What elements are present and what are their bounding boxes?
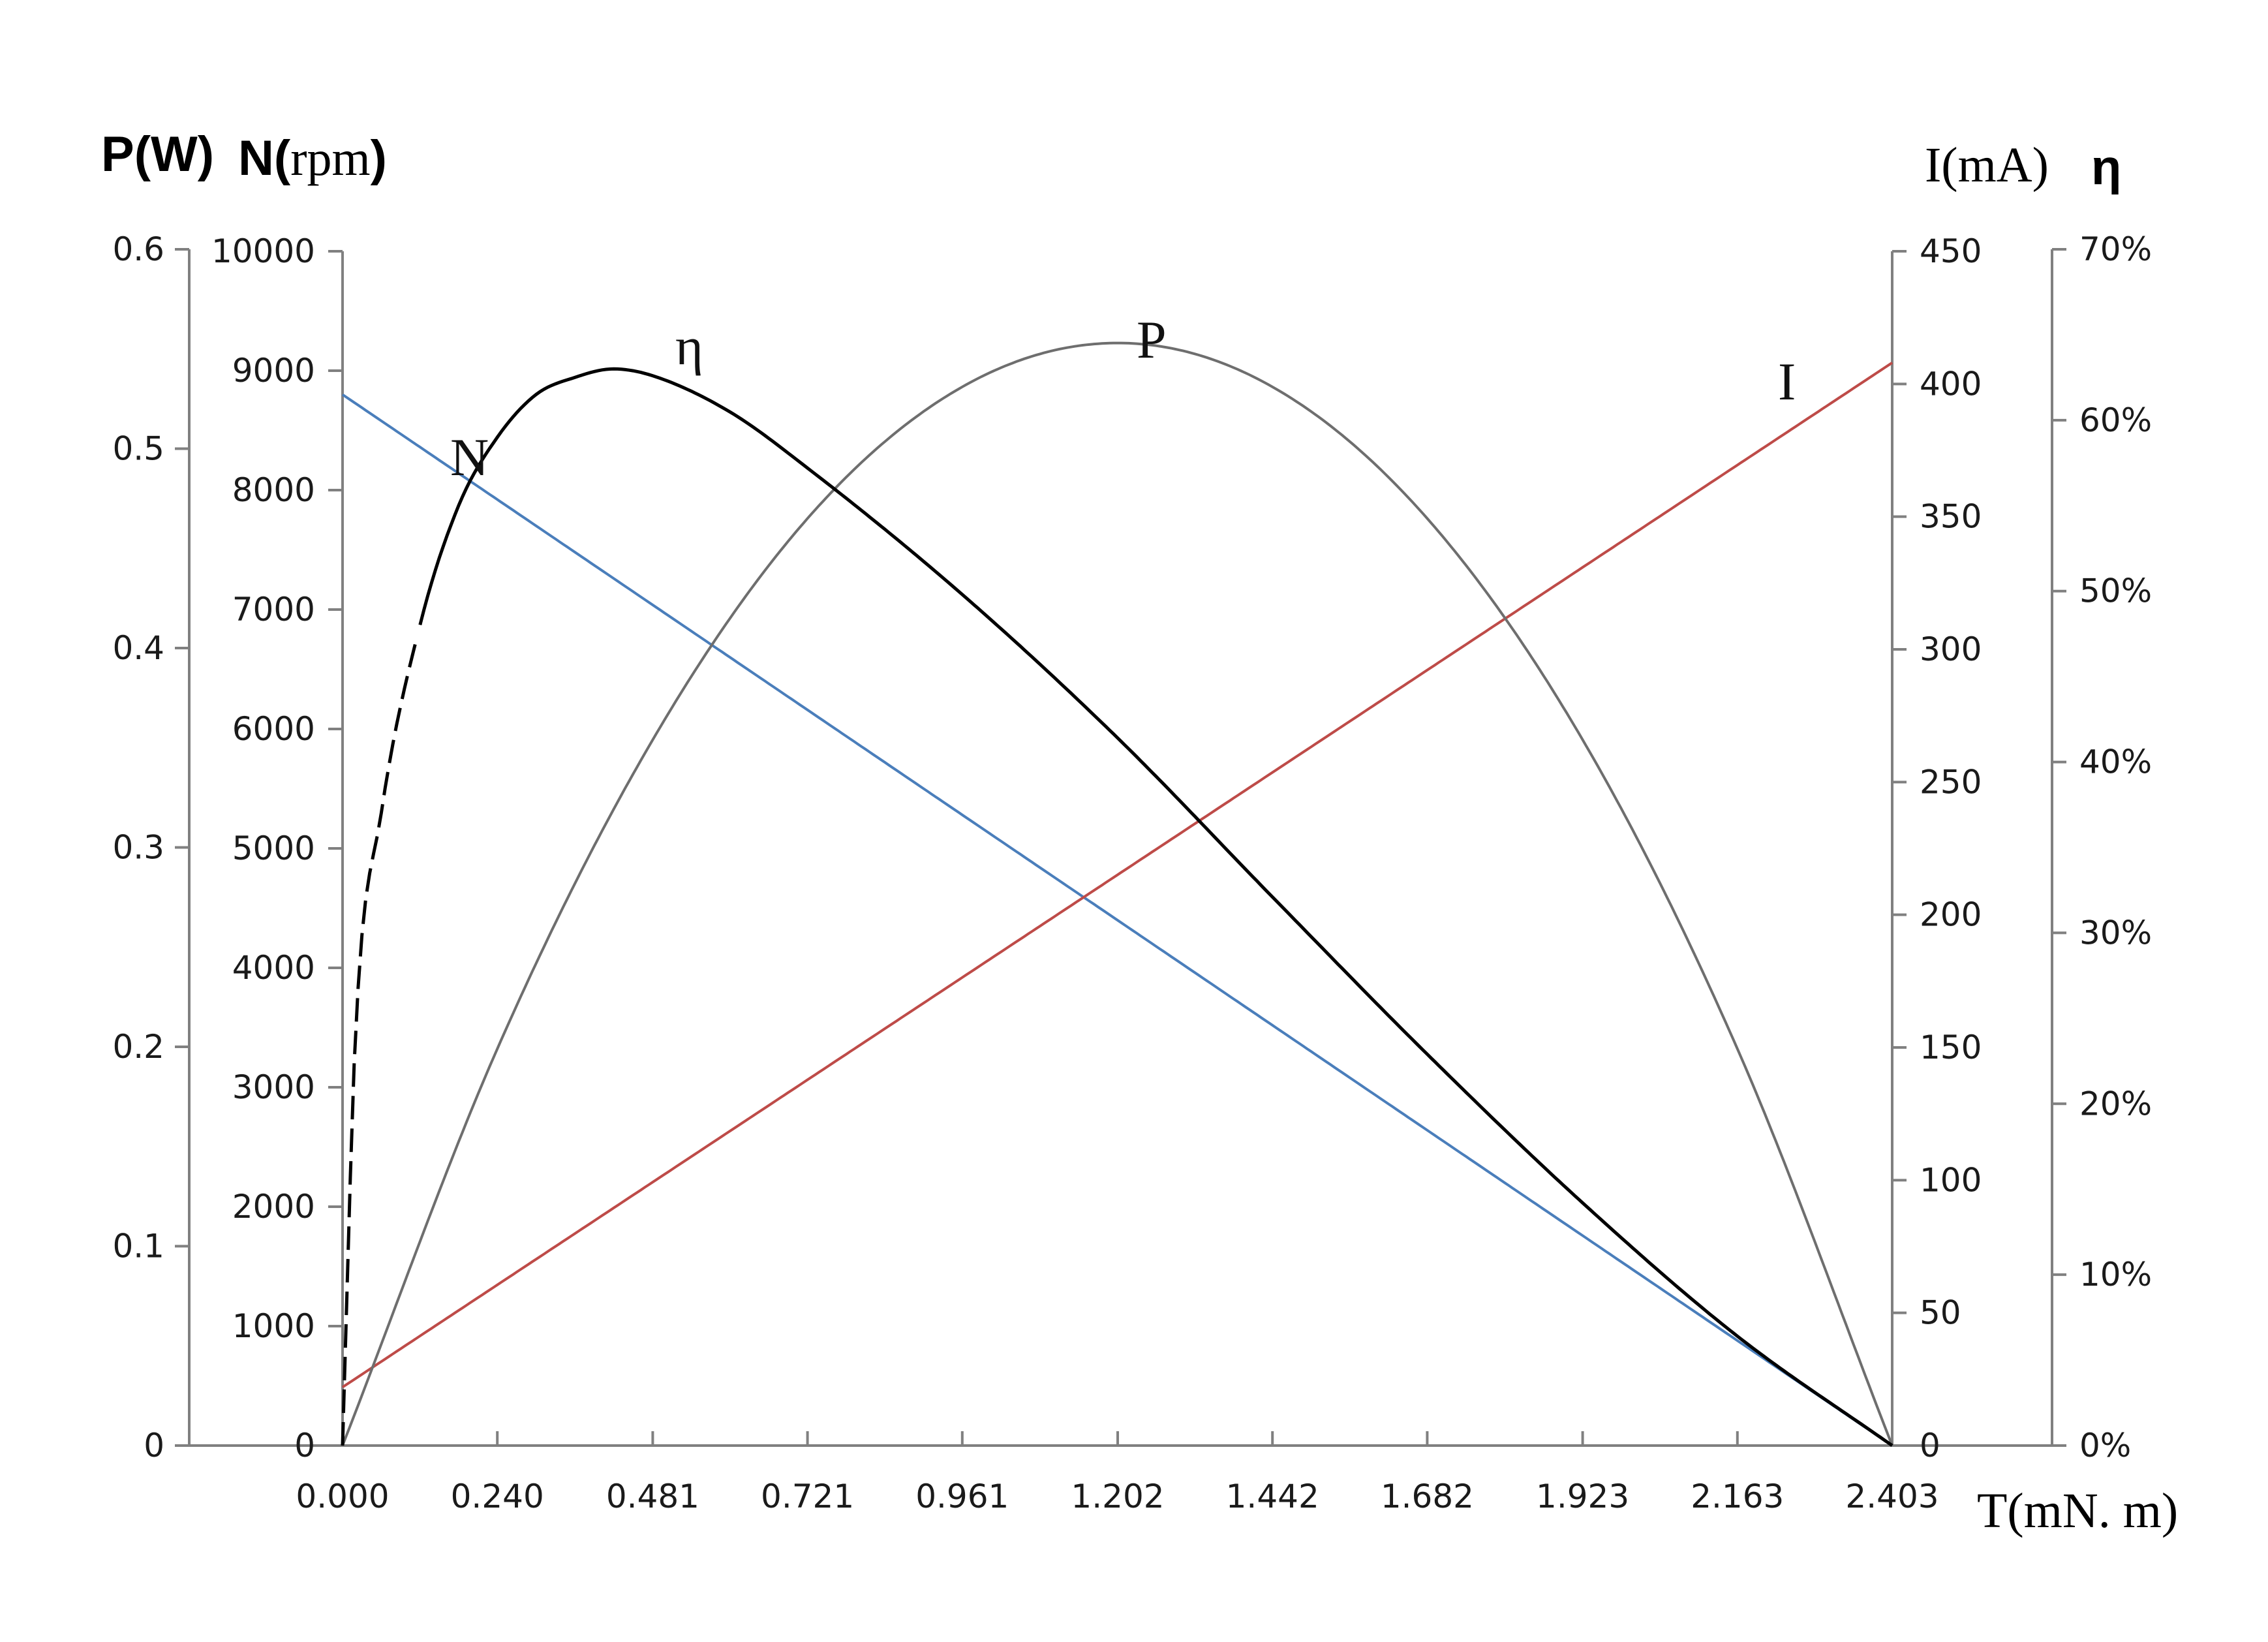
power-curve-label: P [1137,310,1167,369]
x-tick-label: 1.682 [1381,1478,1474,1515]
speed-tick-label: 3000 [232,1068,315,1106]
power-tick-label: 0.3 [112,829,164,867]
speed-axis-title: N(rpm) [238,131,387,186]
x-tick-label: 1.442 [1226,1478,1319,1515]
power-tick-label: 0.6 [112,230,164,268]
efficiency-tick-label: 40% [2079,743,2152,781]
speed-tick-label: 1000 [232,1307,315,1345]
efficiency-tick-label: 60% [2079,401,2152,439]
current-tick-label: 0 [1920,1427,1940,1464]
current-tick-label: 150 [1920,1029,1982,1066]
current-tick-label: 250 [1920,763,1982,801]
current-tick-label: 200 [1920,896,1982,934]
current-axis-title: I(mA) [1925,138,2049,193]
power-axis-title: P(W) [101,127,214,182]
speed-tick-label: 9000 [232,352,315,390]
speed-tick-label: 5000 [232,829,315,867]
efficiency-curve-dashed [341,640,418,1446]
x-tick-label: 0.000 [296,1478,389,1515]
torque-axis-title: T(mN. m) [1977,1483,2178,1538]
speed-tick-label: 8000 [232,471,315,509]
efficiency-curve-label: η [675,317,703,376]
efficiency-tick-label: 20% [2079,1085,2152,1123]
efficiency-tick-label: 70% [2079,230,2152,268]
tick-labels: 0.000 0.240 0.481 0.721 0.961 1.202 1.442 1.682… [112,230,2152,1515]
speed-curve [341,393,1893,1447]
current-tick-label: 400 [1920,365,1982,403]
power-curve [341,341,1893,1446]
efficiency-tick-label: 30% [2079,914,2152,952]
power-tick-label: 0 [144,1427,164,1464]
efficiency-tick-label: 0% [2079,1427,2131,1464]
x-tick-label: 0.240 [451,1478,544,1515]
series [341,341,1893,1448]
x-tick-label: 0.961 [915,1478,1009,1515]
power-tick-label: 0.5 [112,430,164,468]
x-tick-label: 2.163 [1691,1478,1784,1515]
current-curve-label: I [1778,352,1796,411]
speed-tick-label: 0 [294,1427,315,1464]
current-curve [341,362,1893,1389]
x-tick-label: 2.403 [1845,1478,1939,1515]
x-tick-label: 1.923 [1536,1478,1629,1515]
power-tick-label: 0.2 [112,1028,164,1066]
current-tick-label: 100 [1920,1161,1982,1199]
efficiency-axis-title: η [2091,140,2121,195]
speed-tick-label: 10000 [211,232,315,270]
speed-tick-label: 7000 [232,591,315,628]
x-tick-label: 0.721 [761,1478,854,1515]
x-tick-label: 1.202 [1071,1478,1164,1515]
speed-tick-label: 2000 [232,1188,315,1226]
power-tick-label: 0.1 [112,1228,164,1265]
speed-tick-label: 4000 [232,949,315,987]
efficiency-tick-label: 50% [2079,572,2152,610]
current-tick-label: 450 [1920,232,1982,270]
speed-curve-label: N [450,427,489,487]
x-tick-label: 0.481 [606,1478,699,1515]
power-tick-label: 0.4 [112,629,164,667]
current-tick-label: 50 [1920,1294,1961,1332]
efficiency-tick-label: 10% [2079,1256,2152,1293]
current-tick-label: 350 [1920,498,1982,536]
current-tick-label: 300 [1920,630,1982,668]
speed-tick-label: 6000 [232,710,315,748]
efficiency-curve [418,367,1893,1448]
